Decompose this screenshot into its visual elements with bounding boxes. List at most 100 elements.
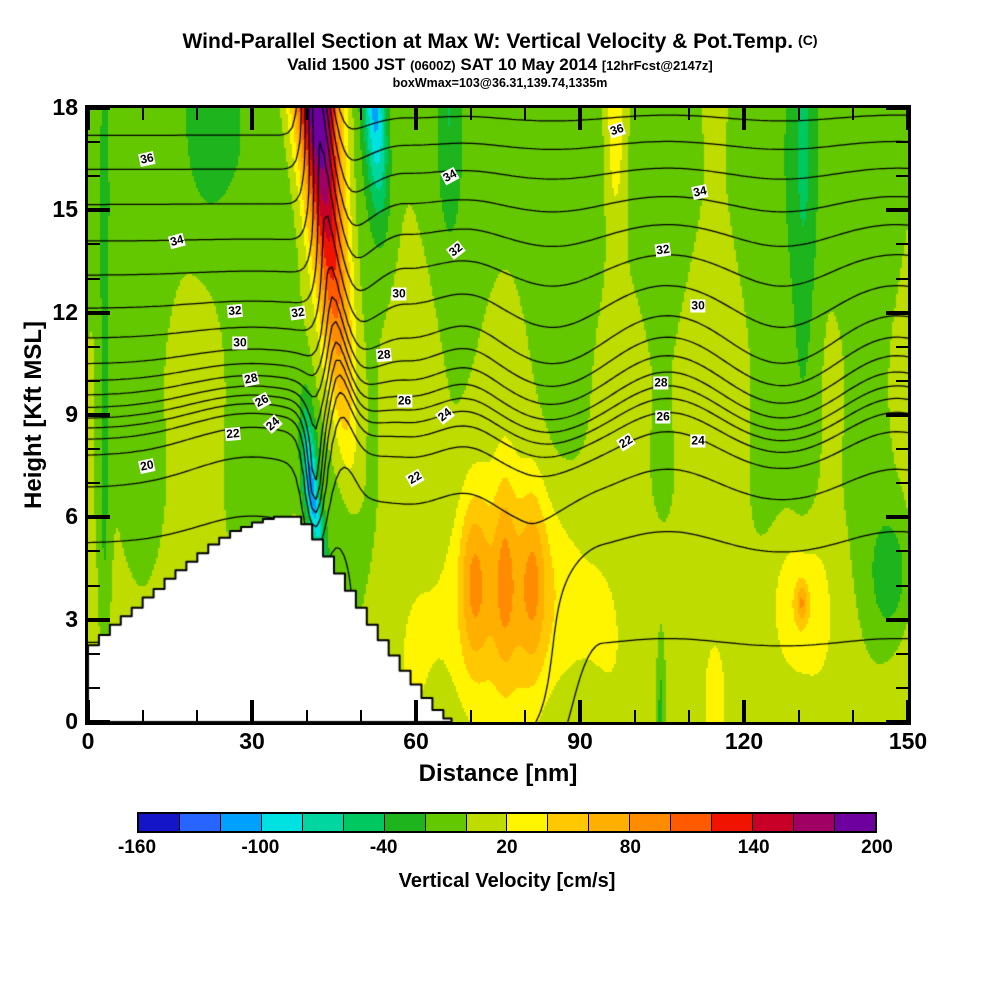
top-tick — [305, 108, 308, 120]
bottom-tick — [305, 710, 308, 722]
contour-label-22: 22 — [224, 425, 242, 441]
x-tick-label-30: 30 — [239, 728, 265, 754]
contour-label-32: 32 — [289, 304, 307, 321]
colorbar-label--100: -100 — [241, 837, 280, 858]
top-tick — [250, 108, 254, 130]
left-tick — [88, 720, 110, 724]
colorbar-cell-9 — [507, 814, 549, 831]
top-tick — [360, 108, 363, 120]
right-tick — [896, 345, 908, 348]
right-tick — [896, 686, 908, 689]
right-tick — [896, 652, 908, 655]
top-tick — [852, 108, 855, 120]
bottom-tick — [578, 700, 582, 722]
chart-title: Wind-Parallel Section at Max W: Vertical… — [0, 30, 1000, 54]
wmax-annotation: boxWmax=103@36.31,139.74,1335m — [392, 76, 608, 90]
colorbar-labels: -160 -100 -40 20 80 140 200 — [118, 833, 893, 861]
colorbar-label-200: 200 — [861, 837, 893, 858]
top-tick — [141, 108, 144, 120]
colorbar-cell-6 — [384, 814, 426, 831]
colorbar-label--40: -40 — [369, 837, 398, 858]
contour-label-30: 30 — [690, 298, 706, 313]
left-tick — [88, 448, 100, 451]
bottom-tick — [141, 710, 144, 722]
right-tick — [896, 379, 908, 382]
y-tick-label-12: 12 — [52, 298, 78, 325]
top-tick — [742, 108, 746, 130]
left-tick — [88, 584, 100, 587]
colorbar-cell-10 — [548, 814, 590, 831]
left-tick — [88, 141, 100, 144]
right-tick — [896, 448, 908, 451]
right-tick — [896, 584, 908, 587]
contour-label-26: 26 — [655, 409, 671, 424]
bottom-tick — [852, 710, 855, 722]
left-tick — [88, 379, 100, 382]
colorbar-cell-8 — [466, 814, 508, 831]
colorbar-cell-3 — [261, 814, 303, 831]
left-tick — [88, 208, 110, 213]
bottom-tick — [360, 710, 363, 722]
left-tick — [88, 515, 110, 520]
y-tick-label-0: 0 — [65, 708, 78, 734]
y-tick-label-6: 6 — [65, 503, 78, 530]
top-tick — [414, 108, 418, 130]
colorbar-cells — [137, 812, 877, 833]
chart-title-text: Wind-Parallel Section at Max W: Vertical… — [182, 30, 794, 53]
x-tick-label-120: 120 — [724, 728, 764, 754]
left-tick — [88, 652, 100, 655]
y-tick-label-9: 9 — [65, 401, 78, 427]
bottom-tick — [469, 710, 472, 722]
right-tick — [896, 141, 908, 144]
colorbar-label-140: 140 — [737, 837, 770, 858]
top-tick — [578, 108, 582, 130]
x-tick-label-150: 150 — [888, 728, 928, 754]
colorbar-cell-15 — [753, 814, 794, 831]
x-tick-label-90: 90 — [567, 728, 593, 754]
left-tick — [88, 617, 110, 622]
bottom-tick — [86, 700, 90, 722]
top-tick — [469, 108, 472, 120]
top-tick — [86, 108, 90, 130]
colorbar-label--160: -160 — [117, 837, 157, 858]
top-tick — [196, 108, 199, 120]
right-tick — [886, 515, 908, 520]
right-tick — [896, 243, 908, 246]
colorbar-title: Vertical Velocity [cm/s] — [398, 870, 616, 892]
valid-time-text: Valid 1500 JST — [287, 55, 406, 74]
x-tick-label-0: 0 — [81, 728, 95, 754]
colorbar-cell-1 — [179, 814, 221, 831]
chart-title-units: (C) — [798, 32, 818, 48]
right-tick — [886, 310, 908, 315]
colorbar-cell-11 — [589, 814, 631, 831]
top-tick — [797, 108, 800, 120]
colorbar-cell-16 — [794, 814, 835, 831]
bottom-tick — [688, 710, 691, 722]
colorbar-label-80: 80 — [619, 837, 641, 858]
right-tick — [896, 550, 908, 553]
right-tick — [886, 106, 908, 110]
colorbar-cell-14 — [712, 814, 754, 831]
colorbar-cell-12 — [630, 814, 672, 831]
left-tick — [88, 413, 110, 417]
contour-label-26: 26 — [396, 393, 413, 408]
plot-area: 20 22 24 26 28 30 32 34 36 32 30 28 26 24 22 34 32 36 34 32… — [85, 105, 911, 725]
left-tick — [88, 482, 100, 485]
valid-date-text: SAT 10 May 2014 — [460, 55, 598, 74]
contour-label-32: 32 — [654, 241, 672, 258]
top-tick — [688, 108, 691, 120]
colorbar-cell-13 — [671, 814, 713, 831]
left-tick — [88, 243, 100, 246]
bottom-tick — [250, 700, 254, 722]
right-tick — [896, 277, 908, 280]
left-tick — [88, 175, 100, 178]
colorbar: -160 -100 -40 20 80 140 200 Vertical Velocity … — [118, 812, 893, 892]
right-tick — [886, 617, 908, 622]
contour-label-34: 34 — [690, 182, 709, 200]
contour-label-28: 28 — [653, 375, 669, 390]
bottom-tick — [524, 710, 527, 722]
bottom-tick — [633, 710, 636, 722]
colorbar-cell-0 — [139, 814, 180, 831]
top-tick — [633, 108, 636, 120]
colorbar-cell-2 — [220, 814, 262, 831]
